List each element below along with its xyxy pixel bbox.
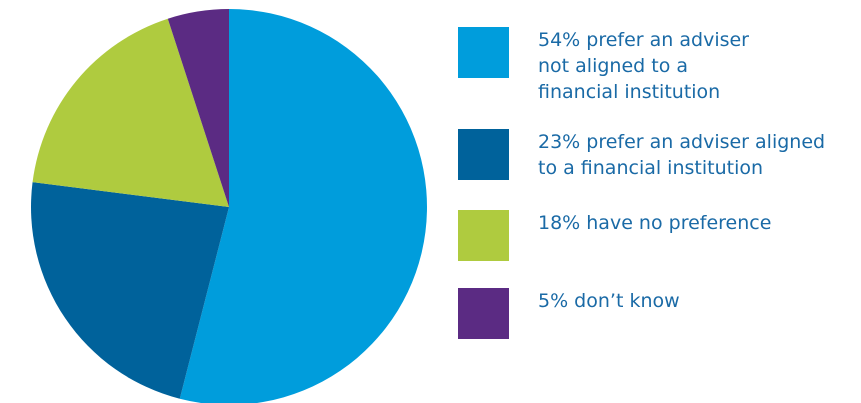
legend-label-aligned: 23% prefer an adviser aligned to a finan… xyxy=(538,131,826,179)
pie-slice-dont-know xyxy=(167,9,229,207)
legend-swatch-dont-know xyxy=(458,288,509,339)
pie-slice-not-aligned xyxy=(179,9,427,403)
pie-slice-aligned xyxy=(31,182,229,399)
legend-swatch-no-preference xyxy=(458,210,509,261)
legend-label-no-preference: 18% have no preference xyxy=(538,212,772,234)
legend-swatch-aligned xyxy=(458,129,509,180)
pie-slice-no-preference xyxy=(32,18,229,207)
legend-label-dont-know: 5% don’t know xyxy=(538,290,680,312)
legend-label-not-aligned: 54% prefer an adviser not aligned to a f… xyxy=(538,29,749,103)
legend-swatch-not-aligned xyxy=(458,27,509,78)
